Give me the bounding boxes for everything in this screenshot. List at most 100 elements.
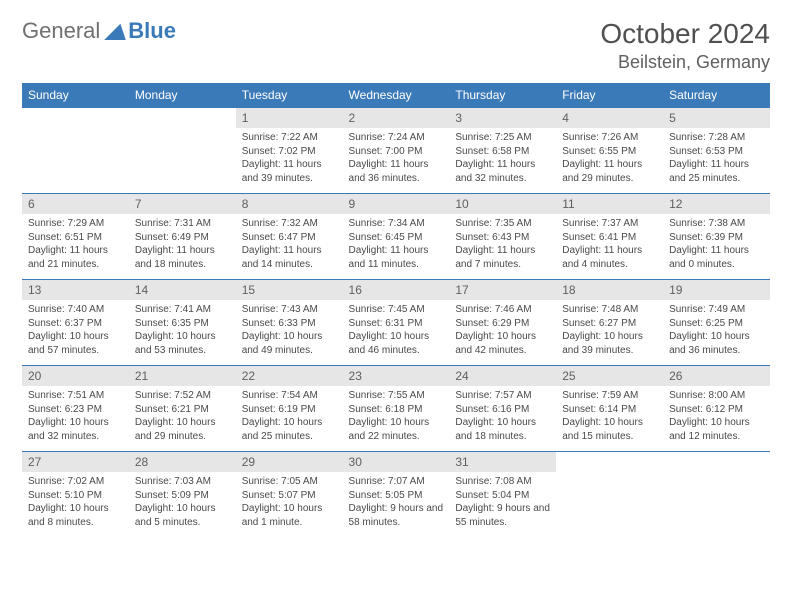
sunrise-text: Sunrise: 7:38 AM (669, 217, 764, 231)
day-number: 6 (22, 194, 129, 214)
day-info: Sunrise: 7:02 AMSunset: 5:10 PMDaylight:… (22, 472, 129, 533)
day-info: Sunrise: 7:34 AMSunset: 6:45 PMDaylight:… (343, 214, 450, 275)
daylight-text: Daylight: 10 hours and 53 minutes. (135, 330, 230, 357)
day-number: 18 (556, 280, 663, 300)
daylight-text: Daylight: 10 hours and 29 minutes. (135, 416, 230, 443)
sunrise-text: Sunrise: 7:35 AM (455, 217, 550, 231)
daylight-text: Daylight: 10 hours and 32 minutes. (28, 416, 123, 443)
sunset-text: Sunset: 5:07 PM (242, 489, 337, 503)
sunrise-text: Sunrise: 7:02 AM (28, 475, 123, 489)
day-number: 14 (129, 280, 236, 300)
day-number: 12 (663, 194, 770, 214)
daylight-text: Daylight: 10 hours and 8 minutes. (28, 502, 123, 529)
calendar-cell: 6Sunrise: 7:29 AMSunset: 6:51 PMDaylight… (22, 194, 129, 280)
day-number: 21 (129, 366, 236, 386)
day-number: 20 (22, 366, 129, 386)
day-number: 11 (556, 194, 663, 214)
day-number: 9 (343, 194, 450, 214)
day-info: Sunrise: 7:54 AMSunset: 6:19 PMDaylight:… (236, 386, 343, 447)
sunset-text: Sunset: 6:39 PM (669, 231, 764, 245)
daylight-text: Daylight: 10 hours and 57 minutes. (28, 330, 123, 357)
day-number: 30 (343, 452, 450, 472)
calendar-row: 6Sunrise: 7:29 AMSunset: 6:51 PMDaylight… (22, 194, 770, 280)
day-number: 15 (236, 280, 343, 300)
page-title: October 2024 (600, 18, 770, 50)
sunrise-text: Sunrise: 7:32 AM (242, 217, 337, 231)
day-info: Sunrise: 7:46 AMSunset: 6:29 PMDaylight:… (449, 300, 556, 361)
calendar-cell: 14Sunrise: 7:41 AMSunset: 6:35 PMDayligh… (129, 280, 236, 366)
weekday-header: Saturday (663, 83, 770, 108)
weekday-header: Monday (129, 83, 236, 108)
calendar-table: SundayMondayTuesdayWednesdayThursdayFrid… (22, 83, 770, 538)
day-number: 13 (22, 280, 129, 300)
sunrise-text: Sunrise: 7:05 AM (242, 475, 337, 489)
calendar-row: 20Sunrise: 7:51 AMSunset: 6:23 PMDayligh… (22, 366, 770, 452)
sunset-text: Sunset: 6:33 PM (242, 317, 337, 331)
calendar-cell: . (22, 108, 129, 194)
daylight-text: Daylight: 11 hours and 39 minutes. (242, 158, 337, 185)
daylight-text: Daylight: 10 hours and 18 minutes. (455, 416, 550, 443)
location-subtitle: Beilstein, Germany (600, 52, 770, 73)
calendar-row: ..1Sunrise: 7:22 AMSunset: 7:02 PMDaylig… (22, 108, 770, 194)
sunrise-text: Sunrise: 7:22 AM (242, 131, 337, 145)
day-number: 19 (663, 280, 770, 300)
brand-part2: Blue (128, 18, 176, 44)
day-info: Sunrise: 7:49 AMSunset: 6:25 PMDaylight:… (663, 300, 770, 361)
sunset-text: Sunset: 6:21 PM (135, 403, 230, 417)
daylight-text: Daylight: 11 hours and 25 minutes. (669, 158, 764, 185)
sunset-text: Sunset: 6:53 PM (669, 145, 764, 159)
day-number: 29 (236, 452, 343, 472)
weekday-header: Friday (556, 83, 663, 108)
day-number: 7 (129, 194, 236, 214)
daylight-text: Daylight: 10 hours and 15 minutes. (562, 416, 657, 443)
daylight-text: Daylight: 11 hours and 36 minutes. (349, 158, 444, 185)
sunrise-text: Sunrise: 7:37 AM (562, 217, 657, 231)
sunset-text: Sunset: 6:41 PM (562, 231, 657, 245)
day-number: 4 (556, 108, 663, 128)
logo-triangle-icon (104, 22, 126, 40)
sunrise-text: Sunrise: 7:49 AM (669, 303, 764, 317)
calendar-cell: 8Sunrise: 7:32 AMSunset: 6:47 PMDaylight… (236, 194, 343, 280)
sunset-text: Sunset: 6:51 PM (28, 231, 123, 245)
sunset-text: Sunset: 6:27 PM (562, 317, 657, 331)
daylight-text: Daylight: 10 hours and 22 minutes. (349, 416, 444, 443)
day-info: Sunrise: 7:05 AMSunset: 5:07 PMDaylight:… (236, 472, 343, 533)
sunrise-text: Sunrise: 7:03 AM (135, 475, 230, 489)
day-info: Sunrise: 7:45 AMSunset: 6:31 PMDaylight:… (343, 300, 450, 361)
sunset-text: Sunset: 6:58 PM (455, 145, 550, 159)
weekday-header: Thursday (449, 83, 556, 108)
calendar-row: 13Sunrise: 7:40 AMSunset: 6:37 PMDayligh… (22, 280, 770, 366)
daylight-text: Daylight: 11 hours and 29 minutes. (562, 158, 657, 185)
day-info: Sunrise: 7:51 AMSunset: 6:23 PMDaylight:… (22, 386, 129, 447)
day-info: Sunrise: 7:57 AMSunset: 6:16 PMDaylight:… (449, 386, 556, 447)
day-number: 16 (343, 280, 450, 300)
day-number: 22 (236, 366, 343, 386)
weekday-header: Tuesday (236, 83, 343, 108)
day-info: Sunrise: 7:03 AMSunset: 5:09 PMDaylight:… (129, 472, 236, 533)
sunrise-text: Sunrise: 7:29 AM (28, 217, 123, 231)
calendar-cell: 30Sunrise: 7:07 AMSunset: 5:05 PMDayligh… (343, 452, 450, 538)
daylight-text: Daylight: 10 hours and 49 minutes. (242, 330, 337, 357)
day-number: 26 (663, 366, 770, 386)
brand-part1: General (22, 18, 100, 44)
calendar-cell: . (556, 452, 663, 538)
sunrise-text: Sunrise: 7:34 AM (349, 217, 444, 231)
day-info: Sunrise: 7:35 AMSunset: 6:43 PMDaylight:… (449, 214, 556, 275)
sunrise-text: Sunrise: 7:55 AM (349, 389, 444, 403)
day-info: Sunrise: 7:37 AMSunset: 6:41 PMDaylight:… (556, 214, 663, 275)
sunset-text: Sunset: 5:04 PM (455, 489, 550, 503)
calendar-cell: . (129, 108, 236, 194)
day-info: Sunrise: 7:29 AMSunset: 6:51 PMDaylight:… (22, 214, 129, 275)
daylight-text: Daylight: 11 hours and 14 minutes. (242, 244, 337, 271)
day-info: Sunrise: 8:00 AMSunset: 6:12 PMDaylight:… (663, 386, 770, 447)
day-info: Sunrise: 7:08 AMSunset: 5:04 PMDaylight:… (449, 472, 556, 533)
calendar-cell: 20Sunrise: 7:51 AMSunset: 6:23 PMDayligh… (22, 366, 129, 452)
sunset-text: Sunset: 6:29 PM (455, 317, 550, 331)
sunrise-text: Sunrise: 7:45 AM (349, 303, 444, 317)
calendar-cell: 24Sunrise: 7:57 AMSunset: 6:16 PMDayligh… (449, 366, 556, 452)
day-info: Sunrise: 7:41 AMSunset: 6:35 PMDaylight:… (129, 300, 236, 361)
sunrise-text: Sunrise: 7:08 AM (455, 475, 550, 489)
day-info: Sunrise: 7:43 AMSunset: 6:33 PMDaylight:… (236, 300, 343, 361)
calendar-cell: . (663, 452, 770, 538)
day-number: 3 (449, 108, 556, 128)
